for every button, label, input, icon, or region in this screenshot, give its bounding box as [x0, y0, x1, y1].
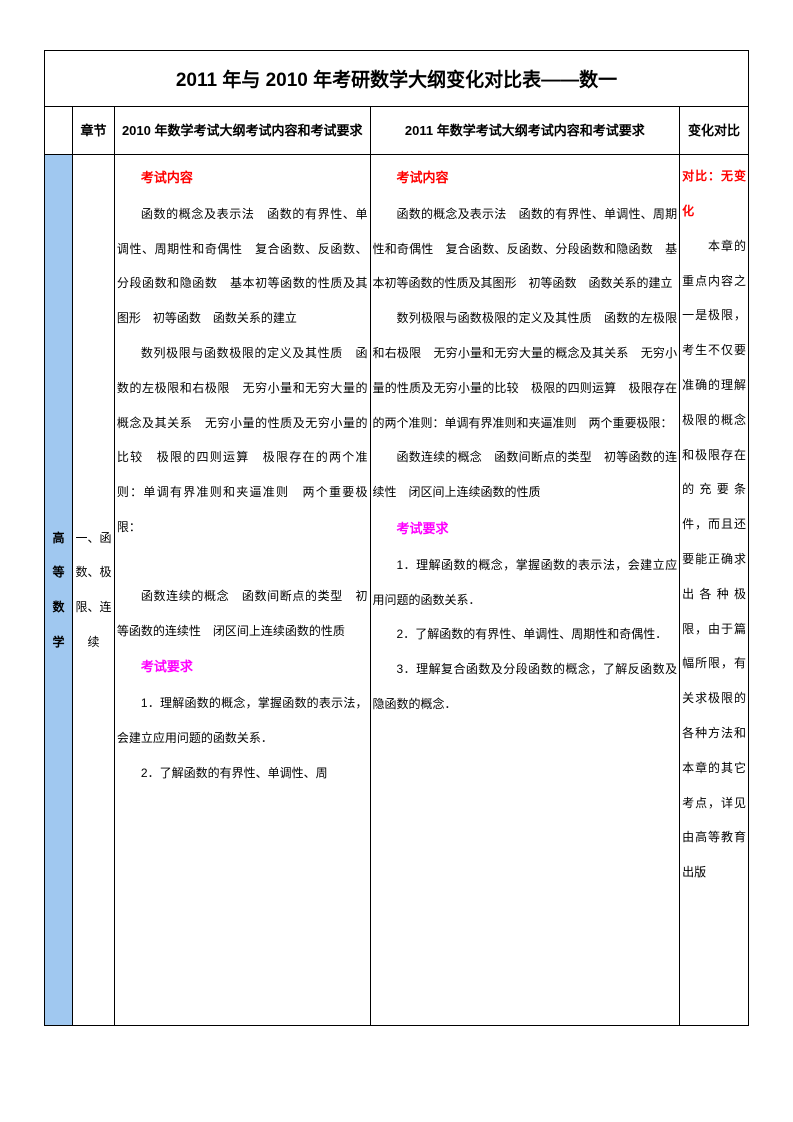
change-label: 对比：无变化 — [682, 159, 746, 229]
req-2011-1: 1．理解函数的概念，掌握函数的表示法，会建立应用问题的函数关系． — [373, 548, 678, 618]
req-2010-1: 1．理解函数的概念，掌握函数的表示法，会建立应用问题的函数关系． — [117, 686, 368, 756]
req-2011-3: 3．理解复合函数及分段函数的概念，了解反函数及隐函数的概念． — [373, 652, 678, 722]
chapter-cell: 一、函数、极限、连续 — [73, 155, 115, 1025]
req-2011-2: 2．了解函数的有界性、单调性、周期性和奇偶性． — [373, 617, 678, 652]
header-chapter: 章节 — [73, 107, 115, 154]
change-text: 本章的重点内容之一是极限，考生不仅要准确的理解极限的概念和极限存在的充要条件，而… — [682, 229, 746, 890]
header-stub — [45, 107, 73, 154]
col-2010-content: 考试内容 函数的概念及表示法 函数的有界性、单调性、周期性和奇偶性 复合函数、反… — [115, 155, 371, 1025]
content-label-2011: 考试内容 — [373, 159, 678, 197]
req-label-2011: 考试要求 — [373, 510, 678, 548]
content-label-2010: 考试内容 — [117, 159, 368, 197]
para-2010-3: 函数连续的概念 函数间断点的类型 初等函数的连续性 闭区间上连续函数的性质 — [117, 579, 368, 649]
para-2011-3: 函数连续的概念 函数间断点的类型 初等函数的连续性 闭区间上连续函数的性质 — [373, 440, 678, 510]
table-body-row: 高等数学 一、函数、极限、连续 考试内容 函数的概念及表示法 函数的有界性、单调… — [45, 155, 748, 1025]
header-2011: 2011 年数学考试大纲考试内容和考试要求 — [371, 107, 681, 154]
req-label-2010: 考试要求 — [117, 648, 368, 686]
para-2011-1: 函数的概念及表示法 函数的有界性、单调性、周期性和奇偶性 复合函数、反函数、分段… — [373, 197, 678, 301]
para-2010-2: 数列极限与函数极限的定义及其性质 函数的左极限和右极限 无穷小量和无穷大量的概念… — [117, 336, 368, 545]
header-2010: 2010 年数学考试大纲考试内容和考试要求 — [115, 107, 371, 154]
header-change: 变化对比 — [680, 107, 748, 154]
col-2011-content: 考试内容 函数的概念及表示法 函数的有界性、单调性、周期性和奇偶性 复合函数、反… — [371, 155, 681, 1025]
subject-cell: 高等数学 — [45, 155, 73, 1025]
subject-label: 高等数学 — [47, 521, 70, 660]
document-table: 2011 年与 2010 年考研数学大纲变化对比表——数一 章节 2010 年数… — [44, 50, 749, 1026]
table-header-row: 章节 2010 年数学考试大纲考试内容和考试要求 2011 年数学考试大纲考试内… — [45, 107, 748, 155]
chapter-label: 一、函数、极限、连续 — [75, 521, 112, 660]
col-change-content: 对比：无变化 本章的重点内容之一是极限，考生不仅要准确的理解极限的概念和极限存在… — [680, 155, 748, 1025]
para-2010-1: 函数的概念及表示法 函数的有界性、单调性、周期性和奇偶性 复合函数、反函数、分段… — [117, 197, 368, 336]
req-2010-2: 2．了解函数的有界性、单调性、周 — [117, 756, 368, 791]
document-title: 2011 年与 2010 年考研数学大纲变化对比表——数一 — [45, 51, 748, 107]
para-2011-2: 数列极限与函数极限的定义及其性质 函数的左极限和右极限 无穷小量和无穷大量的概念… — [373, 301, 678, 440]
